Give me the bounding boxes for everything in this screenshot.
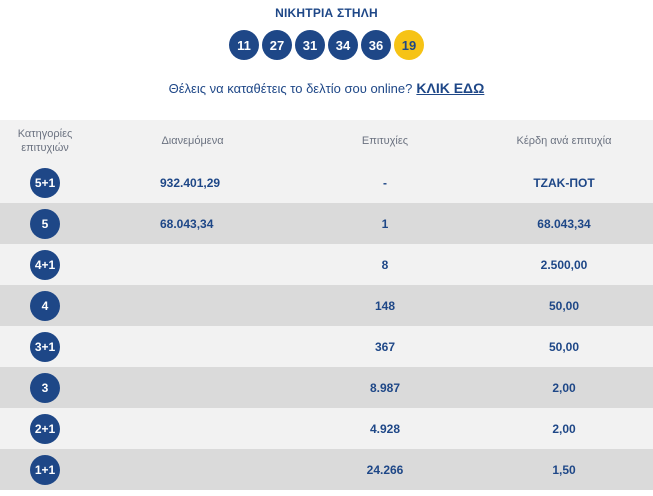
table-row: 1+1 24.266 1,50 bbox=[0, 449, 653, 490]
prize-cell: 50,00 bbox=[548, 298, 580, 313]
prize-table: Κατηγορίες επιτυχιών Διανεμόμενα Επιτυχίε… bbox=[0, 120, 653, 490]
number-ball: 11 bbox=[229, 30, 259, 60]
distributed-cell: 932.401,29 bbox=[160, 175, 221, 190]
prize-cell: 2,00 bbox=[552, 380, 576, 395]
number-ball: 27 bbox=[262, 30, 292, 60]
table-row: 4+1 8 2.500,00 bbox=[0, 244, 653, 285]
category-badge: 3+1 bbox=[30, 331, 60, 362]
category-badge: 5+1 bbox=[30, 167, 60, 198]
category-badge: 4+1 bbox=[30, 249, 60, 280]
table-row: 3 8.987 2,00 bbox=[0, 367, 653, 408]
prize-cell: 1,50 bbox=[552, 462, 576, 477]
category-badge: 1+1 bbox=[30, 454, 60, 485]
header-distributed: Διανεμόμενα bbox=[161, 135, 224, 147]
header-category: Κατηγορίες επιτυχιών bbox=[0, 127, 90, 155]
prize-cell: 50,00 bbox=[548, 339, 580, 354]
prize-cell: 2.500,00 bbox=[540, 257, 588, 272]
number-ball: 34 bbox=[328, 30, 358, 60]
winning-numbers: 11 27 31 34 36 19 bbox=[0, 30, 653, 60]
winners-cell: 8 bbox=[381, 257, 389, 272]
winners-cell: 1 bbox=[381, 216, 389, 231]
category-badge: 5 bbox=[30, 208, 60, 239]
winners-cell: 24.266 bbox=[366, 462, 404, 477]
category-badge: 2+1 bbox=[30, 413, 60, 444]
table-header: Κατηγορίες επιτυχιών Διανεμόμενα Επιτυχίε… bbox=[0, 120, 653, 162]
prize-cell: 2,00 bbox=[552, 421, 576, 436]
winners-cell: 8.987 bbox=[369, 380, 401, 395]
prize-cell: ΤΖΑΚ-ΠΟΤ bbox=[533, 175, 595, 190]
winners-cell: 148 bbox=[374, 298, 396, 313]
winners-cell: 367 bbox=[374, 339, 396, 354]
header-category-line1: Κατηγορίες bbox=[17, 128, 73, 140]
header-prize: Κέρδη ανά επιτυχία bbox=[516, 135, 612, 147]
winners-cell: - bbox=[383, 175, 387, 190]
header-category-line2: επιτυχιών bbox=[21, 142, 69, 154]
number-ball: 31 bbox=[295, 30, 325, 60]
page-title: ΝΙΚΗΤΡΙΑ ΣΤΗΛΗ bbox=[275, 6, 378, 20]
bonus-ball: 19 bbox=[394, 30, 424, 60]
category-badge: 3 bbox=[30, 372, 60, 403]
table-row: 4 148 50,00 bbox=[0, 285, 653, 326]
online-cta: Θέλεις να καταθέτεις το δελτίο σου onlin… bbox=[0, 80, 653, 96]
category-badge: 4 bbox=[30, 290, 60, 321]
click-here-link[interactable]: ΚΛΙΚ ΕΔΩ bbox=[416, 80, 485, 96]
table-row: 2+1 4.928 2,00 bbox=[0, 408, 653, 449]
header-winners: Επιτυχίες bbox=[361, 135, 409, 147]
cta-text: Θέλεις να καταθέτεις το δελτίο σου onlin… bbox=[168, 81, 413, 96]
prize-cell: 68.043,34 bbox=[537, 216, 591, 231]
table-row: 5 68.043,34 1 68.043,34 bbox=[0, 203, 653, 244]
number-ball: 36 bbox=[361, 30, 391, 60]
table-row: 3+1 367 50,00 bbox=[0, 326, 653, 367]
table-row: 5+1 932.401,29 - ΤΖΑΚ-ΠΟΤ bbox=[0, 162, 653, 203]
distributed-cell: 68.043,34 bbox=[160, 216, 214, 231]
winners-cell: 4.928 bbox=[369, 421, 401, 436]
